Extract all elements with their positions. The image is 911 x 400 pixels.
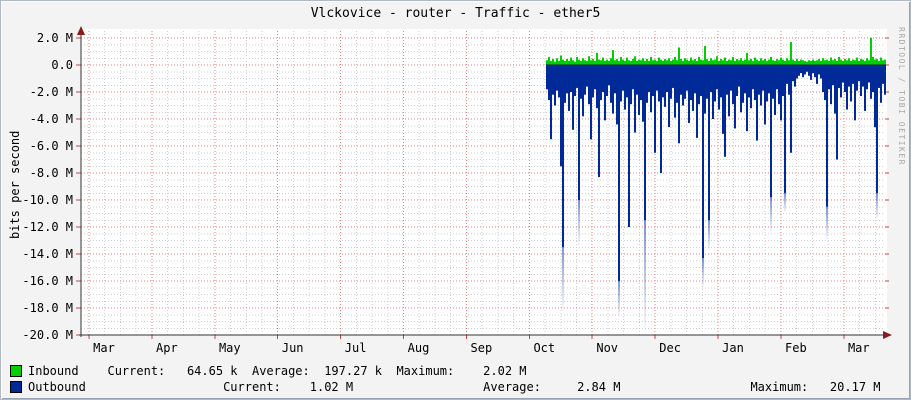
x-tick-label: Dec [659,341,681,355]
x-tick-label: May [218,341,241,355]
inbound-legend-text: Inbound Current: 64.65 k Average: 197.27… [28,364,527,378]
y-tick-label: -12.0 M [22,220,73,234]
legend-row-inbound: Inbound Current: 64.65 k Average: 197.27… [10,363,881,379]
x-tick-label: Jul [344,341,367,355]
y-tick-label: -2.0 M [29,85,73,99]
x-tick-label: Sep [470,341,493,355]
graph-title: Vlckovice - router - Traffic - ether5 [310,6,601,21]
y-tick-label: -8.0 M [29,166,73,180]
y-tick-label: -6.0 M [29,139,73,153]
y-tick-label: 2.0 M [36,31,73,45]
x-tick-label: Nov [596,341,619,355]
outbound-color-swatch [10,381,22,393]
outbound-legend-text: Outbound Current: 1.02 M Average: 2.84 M… [28,380,881,394]
x-tick-label: Jan [722,341,744,355]
rrdtool-watermark: RRDTOOL / TOBI OETIKER [897,27,906,166]
x-tick-label: Feb [785,341,807,355]
y-tick-label: -14.0 M [22,247,73,261]
y-tick-label: -4.0 M [29,112,73,126]
x-tick-label: Jun [281,341,304,355]
legend: Inbound Current: 64.65 k Average: 197.27… [10,363,881,395]
x-tick-label: Mar [847,341,870,355]
inbound-color-swatch [10,365,22,377]
y-tick-label: 0.0 [51,58,73,72]
y-tick-label: -10.0 M [22,193,73,207]
legend-row-outbound: Outbound Current: 1.02 M Average: 2.84 M… [10,379,881,395]
x-tick-label: Mar [93,341,115,355]
x-tick-label: Aug [407,341,430,355]
y-tick-label: -20.0 M [22,328,73,342]
x-tick-label: Apr [156,341,178,355]
y-tick-label: -16.0 M [22,274,73,288]
x-tick-label: Oct [533,341,556,355]
y-tick-label: -18.0 M [22,301,73,315]
